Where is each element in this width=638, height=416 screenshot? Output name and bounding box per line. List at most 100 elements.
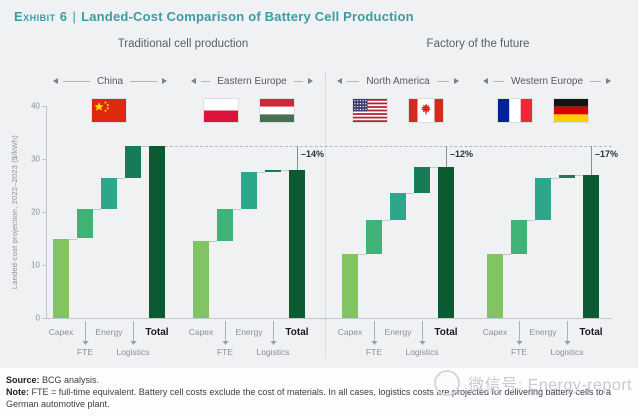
- reference-line: [165, 145, 612, 147]
- waterfall-connector: [117, 177, 125, 179]
- region-name: China: [96, 75, 124, 87]
- y-tick: [42, 106, 46, 107]
- arrow-left-icon: [337, 78, 342, 84]
- y-tick-label: 40: [31, 101, 40, 111]
- waterfall-connector: [430, 166, 438, 168]
- label-pointer-line: [374, 321, 375, 341]
- region-label-north-america: North America: [337, 75, 460, 87]
- germany-flag-icon: [554, 99, 588, 122]
- region-label-eastern-europe: Eastern Europe: [191, 75, 313, 87]
- label-pointer-line: [519, 321, 520, 341]
- arrow-right-icon: [162, 78, 168, 84]
- waterfall-connector: [141, 145, 149, 147]
- source-label: Source:: [6, 375, 40, 385]
- exhibit-number: Exhibit 6: [14, 9, 68, 24]
- y-tick: [42, 212, 46, 213]
- waterfall-connector: [382, 219, 390, 221]
- arrow-down-icon: [516, 341, 523, 345]
- category-label-logistics: Logistics: [116, 347, 150, 357]
- delta-connector: [297, 145, 298, 170]
- arrow-line: [130, 80, 158, 82]
- y-tick-label: 20: [31, 207, 40, 217]
- bar-energy: [390, 193, 406, 220]
- canada-flag-icon: [409, 99, 443, 122]
- arrow-line: [293, 80, 303, 82]
- page-title: Exhibit 6 | Landed-Cost Comparison of Batt…: [14, 9, 414, 24]
- arrow-line: [201, 80, 211, 82]
- waterfall-connector: [209, 241, 217, 243]
- waterfall-connector: [527, 219, 535, 221]
- region-name: Western Europe: [510, 75, 584, 87]
- bar-energy: [535, 177, 551, 220]
- bar-logistics: [414, 166, 430, 194]
- bar-fte: [366, 219, 382, 255]
- flag-row: [92, 99, 126, 122]
- source-text: BCG analysis.: [42, 375, 100, 385]
- category-label-logistics: Logistics: [405, 347, 439, 357]
- label-pointer-line: [273, 321, 274, 341]
- arrow-down-icon: [270, 341, 277, 345]
- flag-row: [353, 99, 443, 122]
- group-label-traditional: Traditional cell production: [117, 38, 249, 50]
- flag-row: [204, 99, 294, 122]
- arrow-right-icon: [454, 78, 460, 84]
- arrow-left-icon: [53, 78, 58, 84]
- category-label-logistics: Logistics: [256, 347, 290, 357]
- region-label-china: China: [53, 75, 168, 87]
- source-line: Source: BCG analysis.: [6, 374, 630, 386]
- waterfall-connector: [358, 254, 366, 256]
- waterfall-connector: [551, 177, 559, 179]
- title-text: Landed-Cost Comparison of Battery Cell P…: [81, 9, 414, 24]
- delta-connector: [591, 145, 592, 175]
- category-label-total: Total: [434, 327, 458, 338]
- category-label-fte: FTE: [510, 347, 528, 357]
- y-axis-line: [46, 106, 47, 318]
- arrow-down-icon: [564, 341, 571, 345]
- waterfall-connector: [503, 254, 511, 256]
- flag-row: [498, 99, 588, 122]
- bar-energy: [101, 177, 117, 210]
- china-flag-icon: [92, 99, 126, 122]
- arrow-left-icon: [191, 78, 196, 84]
- category-label-total: Total: [145, 327, 169, 338]
- bar-logistics: [265, 169, 281, 173]
- category-label-energy: Energy: [235, 327, 263, 337]
- waterfall-connector: [406, 193, 414, 195]
- x-axis-line: [46, 318, 612, 319]
- bar-capex: [342, 254, 358, 318]
- category-label-fte: FTE: [365, 347, 383, 357]
- bar-total: [438, 166, 454, 318]
- usa-flag-icon: [353, 99, 387, 122]
- arrow-down-icon: [130, 341, 137, 345]
- arrow-right-icon: [606, 78, 612, 84]
- waterfall-connector: [575, 174, 583, 176]
- bar-logistics: [125, 145, 141, 178]
- footnotes: Source: BCG analysis. Note: FTE = full-t…: [0, 368, 638, 416]
- label-pointer-line: [85, 321, 86, 341]
- bar-total: [149, 145, 165, 318]
- hungary-flag-icon: [260, 99, 294, 122]
- y-tick: [42, 265, 46, 266]
- waterfall-connector: [93, 209, 101, 211]
- category-label-capex: Capex: [482, 327, 508, 337]
- y-tick: [42, 318, 46, 319]
- category-label-capex: Capex: [337, 327, 363, 337]
- title-separator: |: [72, 9, 77, 24]
- bar-capex: [487, 254, 503, 318]
- region-label-western-europe: Western Europe: [483, 75, 612, 87]
- group-divider: [325, 72, 326, 358]
- arrow-left-icon: [483, 78, 488, 84]
- waterfall-connector: [257, 172, 265, 174]
- arrow-right-icon: [308, 78, 313, 84]
- note-text: FTE = full-time equivalent. Battery cell…: [6, 387, 612, 410]
- region-name: Eastern Europe: [217, 75, 287, 87]
- bar-energy: [241, 172, 257, 210]
- category-label-energy: Energy: [384, 327, 412, 337]
- arrow-line: [347, 80, 360, 82]
- category-label-fte: FTE: [216, 347, 234, 357]
- group-label-future: Factory of the future: [426, 38, 530, 50]
- category-label-energy: Energy: [529, 327, 557, 337]
- category-label-capex: Capex: [48, 327, 74, 337]
- bar-fte: [217, 209, 233, 242]
